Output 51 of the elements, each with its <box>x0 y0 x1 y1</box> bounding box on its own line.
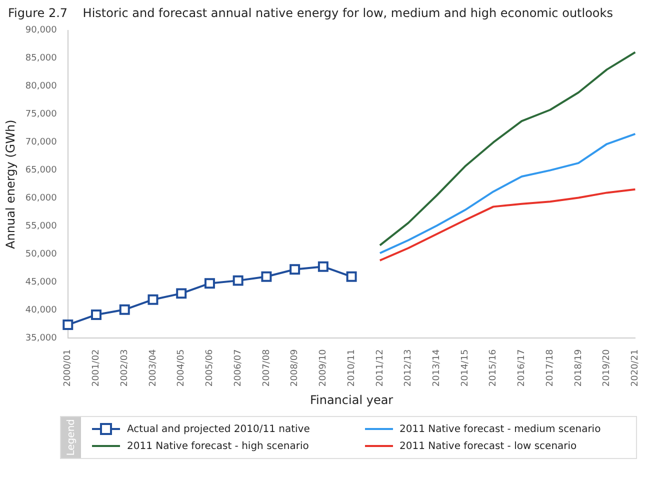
x-tick-label: 2011/12 <box>375 349 386 387</box>
x-tick-label: 2008/09 <box>290 348 300 387</box>
y-axis-title: Annual energy (GWh) <box>3 120 18 249</box>
point <box>176 288 187 299</box>
x-tick-label: 2005/06 <box>205 348 216 387</box>
x-tick-label: 2006/07 <box>233 349 244 387</box>
point <box>290 264 300 275</box>
x-tick-label: 2019/20 <box>602 348 612 387</box>
y-tick-label: 55,000 <box>25 222 58 232</box>
point <box>91 309 102 320</box>
point <box>119 304 130 315</box>
chart-title: Figure 2.7 Historic and forecast annual native energy for low, medium and high economic outlooks <box>7 5 614 22</box>
y-tick-label: 80,000 <box>25 82 58 92</box>
x-tick-label: 2007/08 <box>262 348 272 387</box>
x-tick-label: 2014/15 <box>460 349 470 387</box>
legend-label: Actual and projected 2010/11 native <box>127 424 310 434</box>
y-tick-label: 45,000 <box>25 278 58 288</box>
legend-label: 2011 Native forecast - medium scenario <box>400 424 601 434</box>
x-tick-label: 2020/21 <box>630 349 641 387</box>
x-tick-label: 2000/01 <box>63 349 74 387</box>
y-tick-label: 35,000 <box>25 334 58 344</box>
point <box>62 320 74 330</box>
y-tick-label: 50,000 <box>25 250 58 260</box>
point <box>346 271 357 282</box>
y-tick-label: 40,000 <box>25 306 58 316</box>
point <box>232 275 244 286</box>
x-tick-label: 2017/18 <box>545 348 556 387</box>
x-tick-label: 2010/11 <box>346 349 357 387</box>
x-tick-label: 2018/19 <box>574 348 584 387</box>
point <box>318 261 328 272</box>
x-tick-label: 2009/10 <box>318 348 329 387</box>
x-tick-label: 2004/05 <box>176 349 187 387</box>
x-tick-label: 2015/16 <box>488 348 499 387</box>
y-tick-label: 70,000 <box>25 138 58 148</box>
x-tick-label: 2012/13 <box>404 349 414 387</box>
y-tick-label: 85,000 <box>25 54 58 64</box>
point <box>204 278 215 289</box>
x-tick-label: 2003/04 <box>148 348 158 387</box>
x-tick-label: 2001/02 <box>92 349 102 387</box>
legend-label: 2011 Native forecast - high scenario <box>127 440 309 452</box>
y-tick-label: 90,000 <box>25 26 58 36</box>
y-tick-label: 60,000 <box>25 194 58 204</box>
x-tick-label: 2016/17 <box>517 349 528 387</box>
y-tick-label: 65,000 <box>25 166 58 176</box>
x-tick-label: 2013/14 <box>432 348 442 387</box>
x-axis-title: Financial year <box>310 392 394 407</box>
point <box>148 294 158 305</box>
point <box>261 271 272 282</box>
y-tick-label: 75,000 <box>25 110 58 120</box>
x-tick-label: 2002/03 <box>120 349 130 387</box>
legend-label: 2011 Native forecast - low scenario <box>400 440 577 452</box>
